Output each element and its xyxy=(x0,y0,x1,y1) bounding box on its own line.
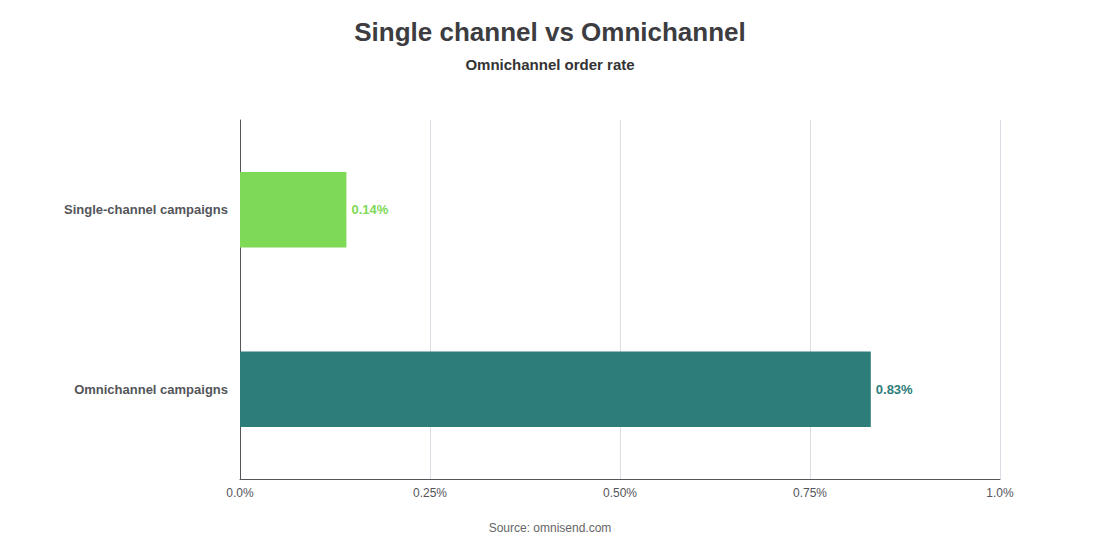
svg-text:Single-channel campaigns: Single-channel campaigns xyxy=(64,202,228,217)
svg-text:Omnichannel order rate: Omnichannel order rate xyxy=(465,56,634,73)
svg-text:Omnichannel campaigns: Omnichannel campaigns xyxy=(74,382,228,397)
svg-text:Source: omnisend.com: Source: omnisend.com xyxy=(489,521,612,535)
svg-text:0.75%: 0.75% xyxy=(793,486,827,500)
svg-text:0.0%: 0.0% xyxy=(226,486,254,500)
svg-text:0.25%: 0.25% xyxy=(413,486,447,500)
svg-text:Single channel vs Omnichannel: Single channel vs Omnichannel xyxy=(354,17,746,47)
svg-text:1.0%: 1.0% xyxy=(986,486,1014,500)
svg-text:0.14%: 0.14% xyxy=(351,202,388,217)
svg-text:0.83%: 0.83% xyxy=(876,382,913,397)
svg-text:0.50%: 0.50% xyxy=(603,486,637,500)
